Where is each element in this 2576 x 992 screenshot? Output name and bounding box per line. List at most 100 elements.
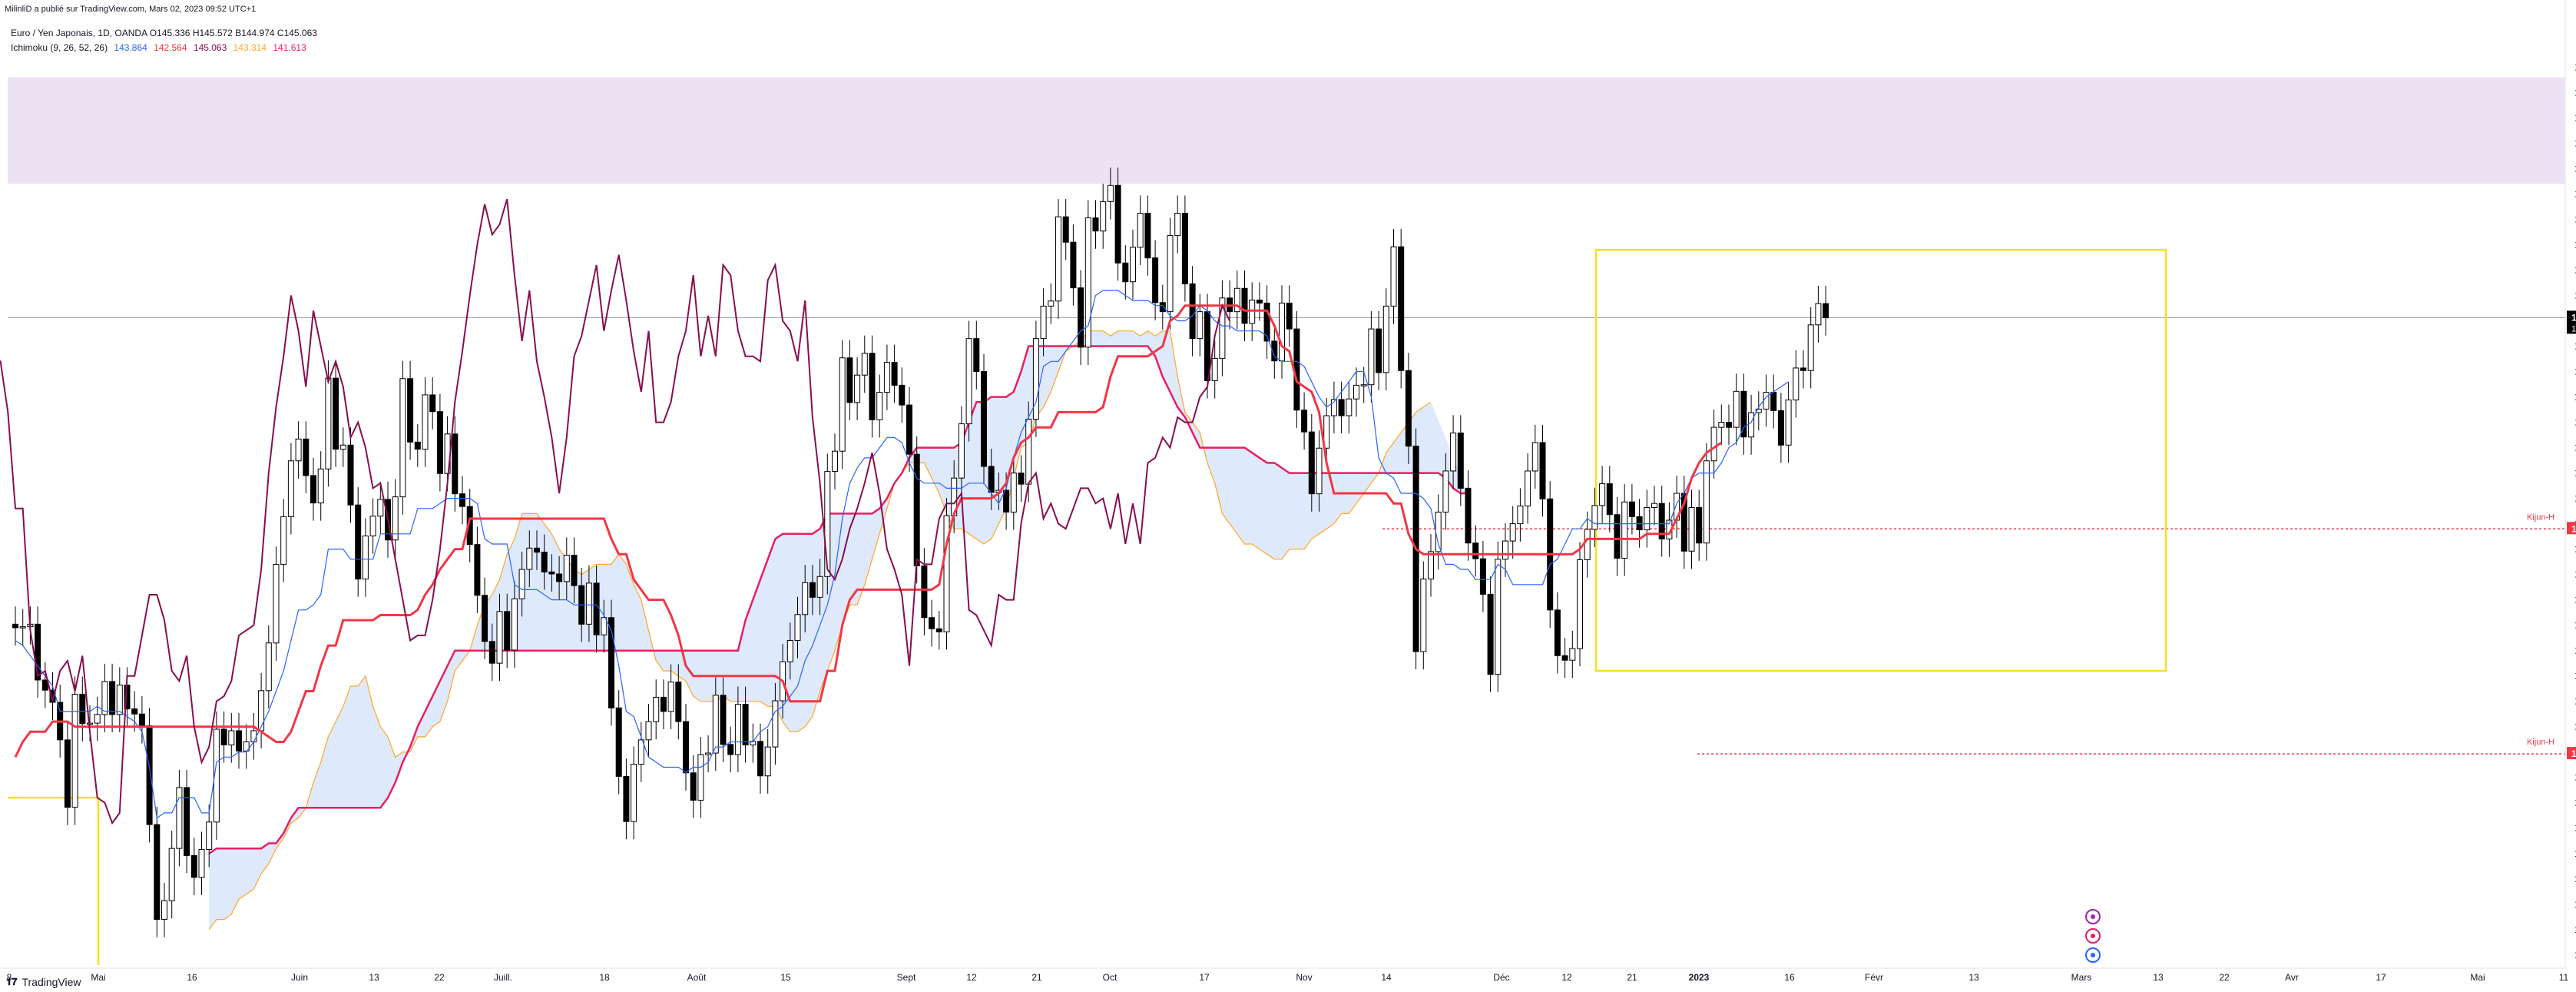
candle (1502, 540, 1508, 560)
candle (958, 423, 965, 479)
candle (407, 378, 414, 443)
time-tick-label: Mai (91, 972, 105, 983)
price-tick-label: 135.000 (2574, 823, 2576, 834)
candle (1122, 262, 1129, 283)
candle (1070, 241, 1077, 289)
candle (1137, 213, 1144, 248)
candle (1465, 487, 1472, 544)
price-tick-label: 134.500 (2574, 848, 2576, 859)
kijun-sen-line (14, 304, 1723, 758)
range-box (1594, 248, 2167, 672)
ichimoku-line[interactable]: Ichimoku (9, 26, 52, 26) 143.864 142.564… (11, 41, 317, 55)
candle (1092, 217, 1099, 232)
candle (1651, 503, 1657, 508)
senkou-span-a-line (208, 330, 1432, 931)
candle (12, 623, 18, 629)
candle (1748, 412, 1755, 438)
candle (623, 775, 630, 822)
price-tick-label: 135.500 (2574, 798, 2576, 808)
candle (720, 695, 727, 745)
candle (1726, 422, 1732, 428)
candle (1472, 542, 1479, 559)
candle (973, 338, 980, 373)
candle (295, 438, 302, 462)
candle (1398, 246, 1405, 371)
candle (414, 441, 421, 450)
price-tick-label: 140.000 (2574, 569, 2576, 580)
time-tick-label: 11 (2559, 972, 2569, 983)
candle (452, 433, 459, 495)
candle (1509, 523, 1516, 542)
candle (1696, 506, 1703, 544)
candle (287, 460, 294, 517)
candle (1777, 410, 1784, 446)
candle (265, 642, 272, 692)
candle (786, 639, 793, 662)
time-tick-label: 13 (2153, 972, 2164, 983)
candle (1457, 432, 1464, 489)
candle (631, 764, 637, 822)
candle (176, 787, 183, 849)
candle (1279, 302, 1285, 362)
time-tick-label: Avr (2285, 972, 2299, 983)
candle (988, 466, 995, 493)
plot-area (0, 77, 2565, 965)
time-tick-label: 17 (1199, 972, 1210, 983)
candle (1628, 501, 1635, 517)
price-tick-label: 143.000 (2574, 417, 2576, 428)
price-label-text: 140.899 (2571, 523, 2576, 534)
symbol-line[interactable]: Euro / Yen Japonais, 1D, OANDA O145.336 … (11, 28, 317, 38)
candle (1793, 367, 1800, 401)
time-tick-label: 12 (966, 972, 977, 983)
candle (1174, 213, 1181, 237)
candle (1577, 559, 1583, 649)
candle (511, 598, 518, 651)
candle (846, 357, 853, 403)
candle (1755, 408, 1762, 413)
candle (943, 515, 950, 632)
candle (906, 404, 912, 455)
candle (667, 682, 674, 712)
time-tick-label: 22 (2219, 972, 2230, 983)
candle (1181, 213, 1188, 284)
candle (1800, 367, 1806, 371)
candle (101, 681, 108, 715)
time-axis: 8 Mai 16 Juin 13 22 Juill. 18 Août 15 Sept 12 21 Oct 1… (0, 967, 2569, 983)
candle (369, 516, 376, 536)
price-tick-label: 150.000 (2574, 61, 2576, 72)
resistance-zone (8, 77, 2565, 184)
price-tick-label: 147.500 (2574, 188, 2576, 199)
time-tick-label: Juill. (494, 972, 512, 983)
candle (563, 555, 570, 582)
candle (1256, 299, 1263, 304)
price-label-text: 145.063 (2571, 312, 2576, 323)
ichimoku-lagging-value: 145.063 (193, 42, 227, 53)
candle (488, 641, 495, 664)
price-tick-label: 143.500 (2574, 392, 2576, 403)
candle (273, 563, 280, 644)
range-box (8, 796, 100, 965)
candle (339, 444, 346, 450)
time-tick-label: 18 (599, 972, 610, 983)
candle (436, 411, 443, 474)
time-tick-label: 22 (434, 972, 445, 983)
event-icon (2091, 934, 2095, 938)
candle (1688, 506, 1695, 552)
ichimoku-cloud (209, 330, 1468, 930)
candle (258, 690, 265, 732)
candle (1614, 514, 1621, 559)
candle (883, 362, 890, 393)
price-tick-label: 136.000 (2574, 772, 2576, 783)
candle (1815, 303, 1822, 326)
candle (1368, 328, 1375, 386)
candle (1525, 470, 1531, 507)
candle (496, 611, 503, 664)
price-tick-label: 132.500 (2574, 950, 2576, 960)
candle (1144, 213, 1151, 259)
candle (1591, 505, 1598, 530)
time-tick-label: Août (687, 972, 707, 983)
candle (1330, 399, 1337, 416)
candle (1539, 442, 1546, 499)
candle (459, 493, 465, 507)
